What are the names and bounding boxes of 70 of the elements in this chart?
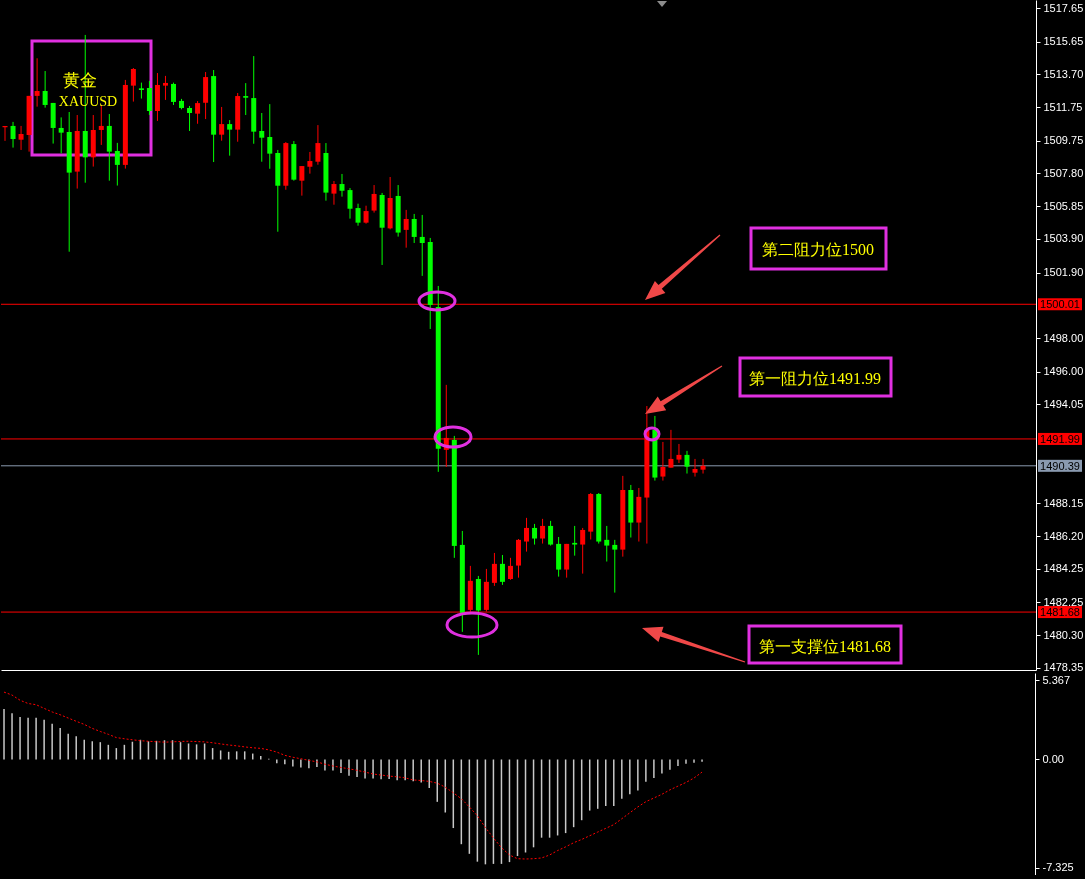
y-tick-label: -7.325 (1042, 861, 1074, 874)
candlestick (355, 203, 361, 227)
candlestick (548, 520, 554, 547)
candlestick (130, 67, 136, 103)
candlestick (34, 57, 40, 108)
candlestick (187, 105, 193, 132)
y-tick-label: 5.367 (1042, 673, 1071, 686)
y-tick-label: 1511.75 (1043, 100, 1083, 113)
y-tick-label: 1480.30 (1043, 628, 1084, 641)
candlestick (347, 187, 353, 220)
annotation: 第二阻力位1500 (762, 240, 874, 258)
y-tick-label: 1488.15 (1043, 496, 1084, 509)
annotation: 第一支撑位1481.68 (759, 637, 891, 655)
candlestick (171, 82, 176, 106)
candlestick (524, 517, 530, 553)
candlestick (10, 121, 16, 149)
candlestick (18, 125, 24, 151)
candlestick (299, 165, 305, 197)
candlestick (114, 142, 120, 187)
line-series (3, 691, 703, 860)
candlestick (146, 80, 152, 116)
candlestick (692, 458, 698, 478)
candlestick (540, 518, 546, 545)
y-tick-label: 1507.80 (1043, 166, 1084, 179)
candlestick (58, 116, 64, 154)
candlestick (604, 525, 610, 563)
candlestick (195, 100, 201, 125)
candlestick (267, 103, 273, 170)
candlestick (676, 443, 682, 464)
y-tick-label: 1496.00 (1043, 365, 1084, 378)
candlestick (315, 124, 321, 166)
candlestick (227, 119, 233, 157)
y-tick-label: 1503.90 (1043, 232, 1084, 245)
candlestick (499, 554, 505, 586)
candlestick (491, 552, 497, 587)
y-tick-label: 1513.70 (1043, 67, 1084, 80)
candlestick (403, 209, 409, 249)
y-tick-label: 1498.00 (1043, 331, 1084, 344)
candlestick (243, 82, 249, 116)
candlestick (42, 70, 48, 109)
candlestick (259, 112, 265, 163)
candlestick (307, 151, 313, 175)
candlestick (684, 450, 690, 475)
y-tick-label: 1482.25 (1043, 596, 1084, 608)
candlestick (339, 173, 345, 198)
candlestick (532, 523, 538, 546)
candlestick (507, 557, 513, 581)
candlestick (700, 458, 706, 475)
y-tick-label: 1517.65 (1043, 1, 1084, 14)
candlestick (98, 104, 104, 146)
y-tick-label: 1505.85 (1043, 199, 1084, 212)
y-tick-label: 1494.05 (1043, 397, 1084, 410)
candlestick (419, 214, 425, 277)
y-tick-label: 1501.90 (1043, 266, 1084, 279)
candlestick (162, 75, 168, 101)
y-tick-label: 1486.20 (1043, 529, 1084, 542)
candlestick (219, 106, 225, 142)
y-tick-label: 1478.35 (1043, 661, 1084, 674)
candlestick (411, 213, 417, 244)
candlestick (371, 184, 377, 214)
annotation: 第一阻力位1491.99 (749, 369, 881, 387)
y-tick-label: 0.00 (1042, 752, 1064, 765)
candlestick (331, 180, 337, 206)
candlestick (660, 441, 666, 482)
candlestick (580, 527, 586, 575)
y-tick-label: 1484.25 (1043, 562, 1084, 575)
y-tick-label: 1515.65 (1043, 35, 1084, 48)
candlestick (612, 539, 618, 594)
y-tick-label: 1509.75 (1043, 134, 1084, 147)
candlestick (572, 525, 578, 557)
